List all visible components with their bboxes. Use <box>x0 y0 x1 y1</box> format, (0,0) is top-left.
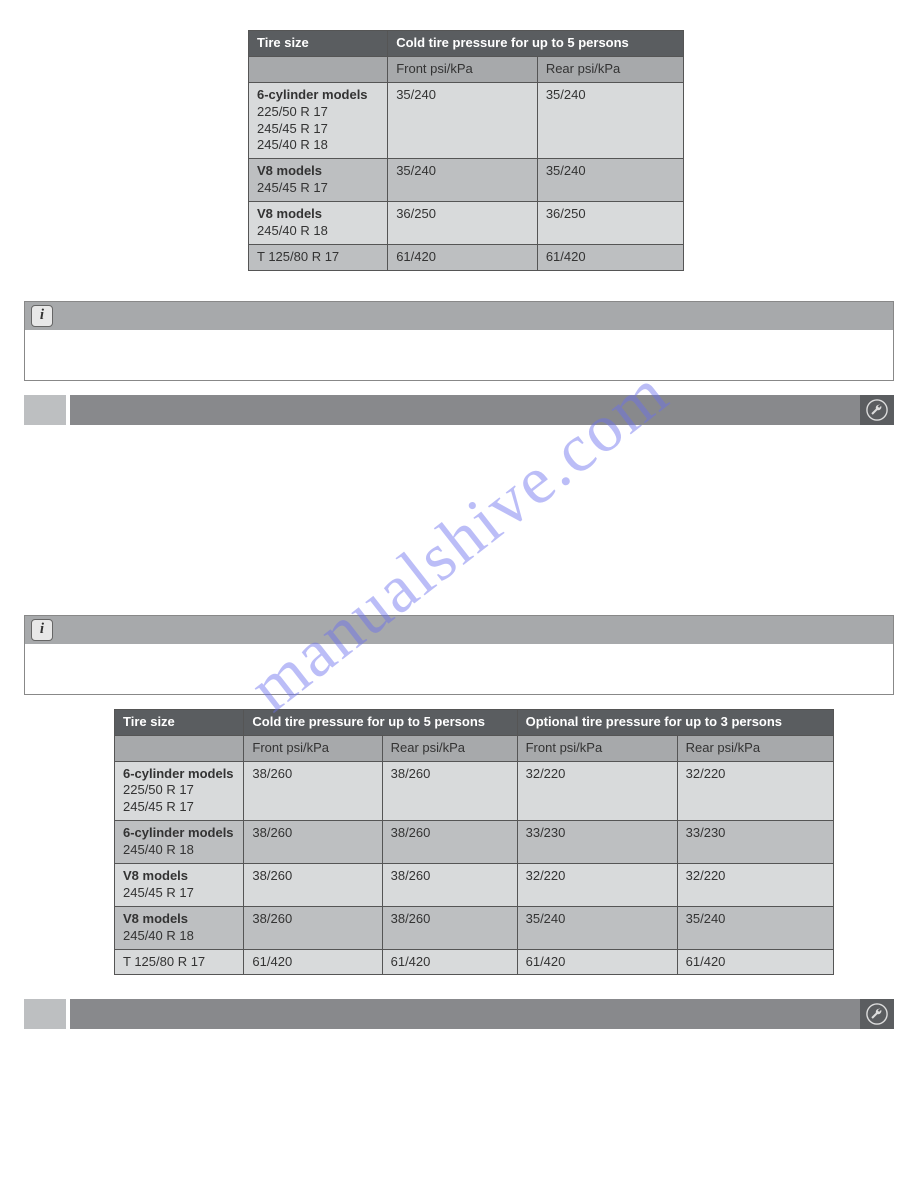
table-row: 6-cylinder models225/50 R 17245/45 R 172… <box>249 82 684 159</box>
info-box-1: i <box>24 301 894 381</box>
rear-value: 61/420 <box>537 244 683 270</box>
table-row: V8 models245/45 R 1735/24035/240 <box>249 159 684 202</box>
table-row: V8 models245/40 R 1836/25036/250 <box>249 202 684 245</box>
pressure-value: 38/260 <box>382 906 517 949</box>
info-icon: i <box>31 619 53 641</box>
tire-size-cell: V8 models245/40 R 18 <box>115 906 244 949</box>
tire-size-cell: T 125/80 R 17 <box>249 244 388 270</box>
info-icon: i <box>31 305 53 327</box>
pressure-value: 38/260 <box>244 821 382 864</box>
table-row: T 125/80 R 1761/42061/42061/42061/420 <box>115 949 834 975</box>
rear-value: 35/240 <box>537 82 683 159</box>
table-row: V8 models245/40 R 1838/26038/26035/24035… <box>115 906 834 949</box>
t1-sub-rear: Rear psi/kPa <box>537 56 683 82</box>
section-bar-2 <box>24 999 894 1029</box>
wrench-icon <box>860 395 894 425</box>
pressure-value: 38/260 <box>244 761 382 821</box>
tire-size-cell: T 125/80 R 17 <box>115 949 244 975</box>
tire-size-cell: V8 models245/40 R 18 <box>249 202 388 245</box>
front-value: 35/240 <box>388 82 538 159</box>
t1-sub-front: Front psi/kPa <box>388 56 538 82</box>
pressure-value: 33/230 <box>677 821 833 864</box>
t2-sub-front2: Front psi/kPa <box>517 735 677 761</box>
pressure-value: 61/420 <box>677 949 833 975</box>
t2-sub-blank <box>115 735 244 761</box>
front-value: 35/240 <box>388 159 538 202</box>
section-bar-1 <box>24 395 894 425</box>
rear-value: 36/250 <box>537 202 683 245</box>
pressure-value: 61/420 <box>517 949 677 975</box>
wrench-icon <box>860 999 894 1029</box>
info-box-2: i <box>24 615 894 695</box>
t1-header-tiresize: Tire size <box>249 31 388 57</box>
pressure-value: 38/260 <box>244 864 382 907</box>
pressure-value: 32/220 <box>517 761 677 821</box>
front-value: 61/420 <box>388 244 538 270</box>
t2-sub-front1: Front psi/kPa <box>244 735 382 761</box>
t1-header-pressure: Cold tire pressure for up to 5 persons <box>388 31 684 57</box>
t2-sub-rear2: Rear psi/kPa <box>677 735 833 761</box>
table-row: T 125/80 R 1761/42061/420 <box>249 244 684 270</box>
tire-pressure-table-2: Tire size Cold tire pressure for up to 5… <box>114 709 834 976</box>
t2-sub-rear1: Rear psi/kPa <box>382 735 517 761</box>
pressure-value: 61/420 <box>382 949 517 975</box>
table-row: V8 models245/45 R 1738/26038/26032/22032… <box>115 864 834 907</box>
tire-pressure-table-1: Tire size Cold tire pressure for up to 5… <box>248 30 684 271</box>
pressure-value: 32/220 <box>677 761 833 821</box>
pressure-value: 32/220 <box>677 864 833 907</box>
pressure-value: 33/230 <box>517 821 677 864</box>
table-row: 6-cylinder models225/50 R 17245/45 R 173… <box>115 761 834 821</box>
tire-size-cell: V8 models245/45 R 17 <box>115 864 244 907</box>
pressure-value: 38/260 <box>244 906 382 949</box>
tire-size-cell: 6-cylinder models225/50 R 17245/45 R 17 <box>115 761 244 821</box>
t2-header-tiresize: Tire size <box>115 709 244 735</box>
pressure-value: 35/240 <box>517 906 677 949</box>
front-value: 36/250 <box>388 202 538 245</box>
tire-size-cell: 6-cylinder models245/40 R 18 <box>115 821 244 864</box>
pressure-value: 38/260 <box>382 864 517 907</box>
pressure-value: 32/220 <box>517 864 677 907</box>
pressure-value: 61/420 <box>244 949 382 975</box>
t1-sub-blank <box>249 56 388 82</box>
table-row: 6-cylinder models245/40 R 1838/26038/260… <box>115 821 834 864</box>
pressure-value: 35/240 <box>677 906 833 949</box>
t2-header-cold: Cold tire pressure for up to 5 persons <box>244 709 517 735</box>
t2-header-optional: Optional tire pressure for up to 3 perso… <box>517 709 833 735</box>
pressure-value: 38/260 <box>382 821 517 864</box>
tire-size-cell: 6-cylinder models225/50 R 17245/45 R 172… <box>249 82 388 159</box>
tire-size-cell: V8 models245/45 R 17 <box>249 159 388 202</box>
rear-value: 35/240 <box>537 159 683 202</box>
pressure-value: 38/260 <box>382 761 517 821</box>
